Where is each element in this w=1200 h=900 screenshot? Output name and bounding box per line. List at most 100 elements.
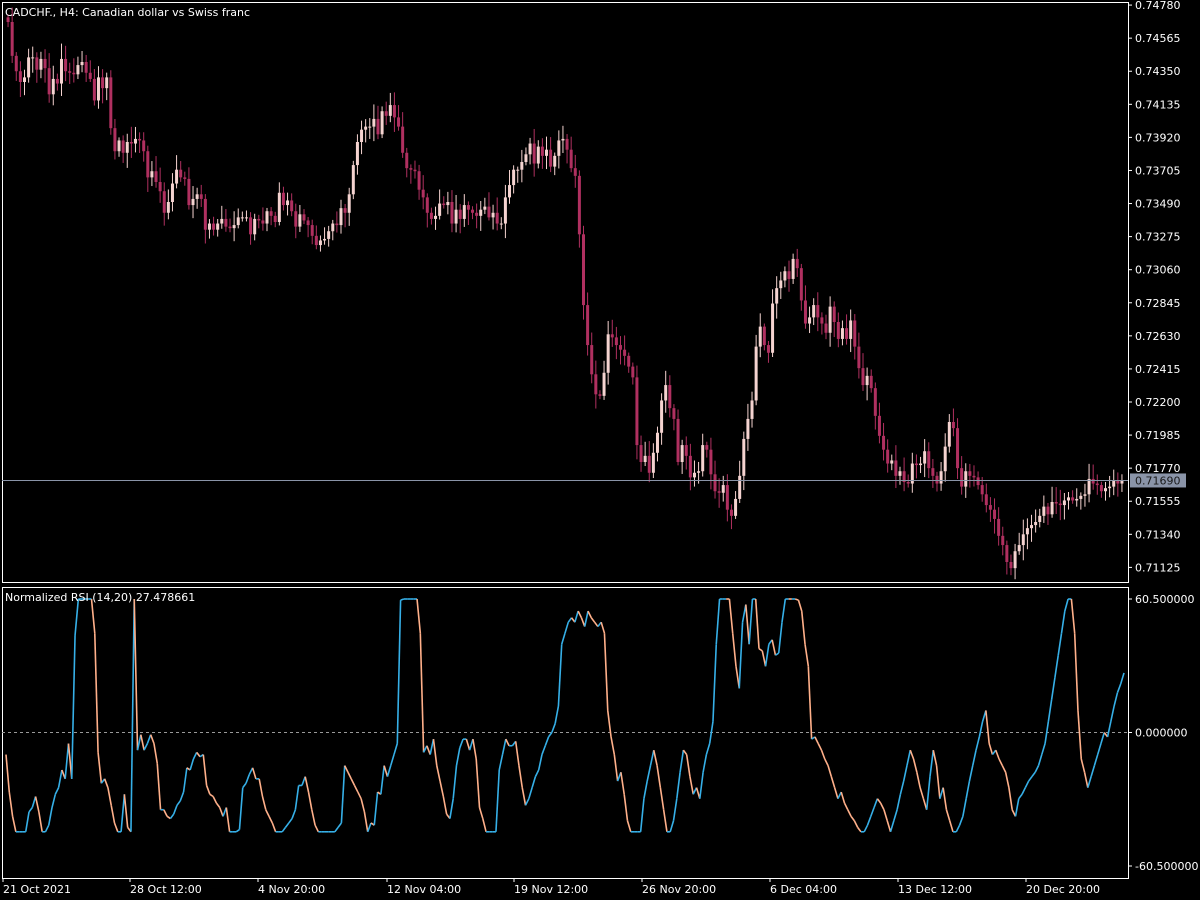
candle-body[interactable] xyxy=(594,374,598,395)
candle-body[interactable] xyxy=(121,140,125,153)
candle-body[interactable] xyxy=(392,105,396,118)
candle-body[interactable] xyxy=(298,214,302,227)
candle-body[interactable] xyxy=(1025,528,1029,535)
candle-body[interactable] xyxy=(109,77,113,129)
candle-body[interactable] xyxy=(1017,545,1021,552)
candle-body[interactable] xyxy=(117,140,121,152)
candle-body[interactable] xyxy=(442,203,446,206)
candle-body[interactable] xyxy=(898,471,902,476)
candle-body[interactable] xyxy=(1075,498,1079,501)
candle-body[interactable] xyxy=(343,208,347,213)
candle-body[interactable] xyxy=(865,375,869,386)
candle-body[interactable] xyxy=(31,57,35,59)
candle-body[interactable] xyxy=(286,200,290,206)
candle-body[interactable] xyxy=(1050,502,1054,515)
candle-body[interactable] xyxy=(150,171,154,178)
candle-body[interactable] xyxy=(281,192,285,206)
candle-body[interactable] xyxy=(434,215,438,219)
candle-body[interactable] xyxy=(956,428,960,469)
candle-body[interactable] xyxy=(1108,486,1112,489)
candle-body[interactable] xyxy=(524,154,528,162)
candle-body[interactable] xyxy=(1009,562,1013,569)
candle-body[interactable] xyxy=(997,518,1001,536)
candle-body[interactable] xyxy=(380,111,384,135)
candle-body[interactable] xyxy=(413,169,417,172)
candle-body[interactable] xyxy=(647,455,651,473)
candle-body[interactable] xyxy=(232,225,236,229)
candle-body[interactable] xyxy=(598,394,602,396)
candle-body[interactable] xyxy=(943,446,947,472)
candle-body[interactable] xyxy=(257,218,261,221)
candle-body[interactable] xyxy=(64,58,68,72)
candle-body[interactable] xyxy=(88,72,92,79)
candle-body[interactable] xyxy=(586,305,590,346)
candle-body[interactable] xyxy=(651,452,655,473)
candle-body[interactable] xyxy=(417,171,421,190)
candle-body[interactable] xyxy=(643,455,647,462)
candle-body[interactable] xyxy=(1079,495,1083,499)
candle-body[interactable] xyxy=(808,317,812,324)
candle-body[interactable] xyxy=(947,422,951,447)
candle-body[interactable] xyxy=(1120,480,1124,484)
candle-body[interactable] xyxy=(59,58,63,84)
candle-body[interactable] xyxy=(1001,535,1005,546)
candle-body[interactable] xyxy=(919,463,923,466)
candle-body[interactable] xyxy=(72,72,76,75)
candle-body[interactable] xyxy=(479,209,483,216)
candle-body[interactable] xyxy=(35,57,39,70)
candle-body[interactable] xyxy=(43,58,47,69)
candle-body[interactable] xyxy=(1054,502,1058,504)
candle-body[interactable] xyxy=(142,140,146,152)
candle-body[interactable] xyxy=(902,471,906,482)
candle-body[interactable] xyxy=(984,494,988,506)
candle-body[interactable] xyxy=(581,234,585,306)
candle-body[interactable] xyxy=(684,445,688,456)
candle-body[interactable] xyxy=(216,223,220,230)
candle-body[interactable] xyxy=(1021,534,1025,546)
candle-body[interactable] xyxy=(766,345,770,353)
candle-body[interactable] xyxy=(495,212,499,224)
candle-body[interactable] xyxy=(466,205,470,210)
candle-body[interactable] xyxy=(199,194,203,199)
candle-body[interactable] xyxy=(438,203,442,216)
candlestick-series[interactable] xyxy=(6,7,1124,580)
candle-body[interactable] xyxy=(179,169,183,178)
candle-body[interactable] xyxy=(228,226,232,229)
candle-body[interactable] xyxy=(265,211,269,224)
candle-body[interactable] xyxy=(1034,522,1038,526)
candle-body[interactable] xyxy=(803,300,807,324)
candle-body[interactable] xyxy=(491,212,495,218)
candle-body[interactable] xyxy=(425,197,429,213)
candle-body[interactable] xyxy=(668,385,672,409)
candle-body[interactable] xyxy=(253,218,257,235)
candle-body[interactable] xyxy=(471,209,475,213)
candle-body[interactable] xyxy=(618,345,622,350)
candle-body[interactable] xyxy=(1013,551,1017,569)
candle-body[interactable] xyxy=(1058,503,1062,506)
candle-body[interactable] xyxy=(993,509,997,519)
candle-body[interactable] xyxy=(503,197,507,224)
candle-body[interactable] xyxy=(183,177,187,179)
candle-body[interactable] xyxy=(351,165,355,195)
candle-body[interactable] xyxy=(561,138,565,141)
candle-body[interactable] xyxy=(1116,480,1120,484)
candle-body[interactable] xyxy=(512,169,516,186)
candle-body[interactable] xyxy=(355,142,359,166)
candle-body[interactable] xyxy=(655,432,659,453)
candle-body[interactable] xyxy=(372,118,376,127)
candle-body[interactable] xyxy=(376,118,380,135)
candle-body[interactable] xyxy=(836,322,840,339)
candle-body[interactable] xyxy=(721,485,725,493)
candle-body[interactable] xyxy=(92,78,96,101)
candle-body[interactable] xyxy=(388,105,392,116)
candle-body[interactable] xyxy=(988,505,992,510)
candle-body[interactable] xyxy=(508,185,512,198)
candle-body[interactable] xyxy=(1091,478,1095,484)
candle-body[interactable] xyxy=(277,192,281,222)
candle-body[interactable] xyxy=(738,475,742,499)
candle-body[interactable] xyxy=(565,138,569,150)
candle-body[interactable] xyxy=(729,509,733,516)
candle-body[interactable] xyxy=(557,140,561,156)
candle-body[interactable] xyxy=(832,306,836,322)
candle-body[interactable] xyxy=(787,271,791,279)
